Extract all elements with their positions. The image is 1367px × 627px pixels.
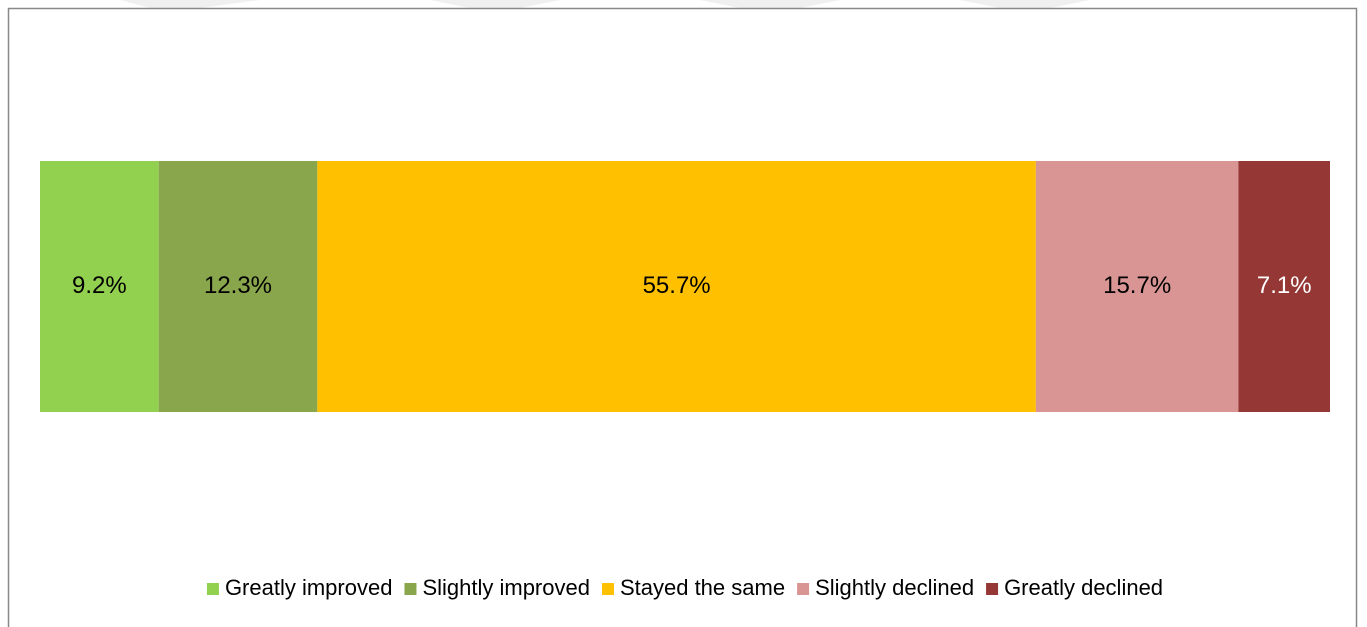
legend-swatch: [206, 583, 219, 595]
legend-swatch: [986, 583, 999, 595]
watermark: [430, 0, 560, 8]
data-label: 9.2%: [72, 272, 127, 299]
watermark: [700, 0, 840, 8]
data-label: 15.7%: [1103, 272, 1171, 299]
data-label: 55.7%: [643, 272, 711, 299]
watermark: [960, 0, 1090, 8]
bar-segment: [1238, 161, 1330, 412]
legend-label: Slightly declined: [815, 575, 974, 600]
legend-label: Slightly improved: [422, 575, 590, 600]
bar-segment: [1035, 161, 1239, 412]
legend-swatch: [404, 583, 417, 595]
data-label: 12.3%: [204, 272, 272, 299]
bar-segment: [158, 161, 318, 412]
legend-label: Greatly improved: [225, 575, 393, 600]
chart-frame: [7, 7, 1358, 627]
bar-segment: [40, 161, 159, 412]
legend-label: Stayed the same: [620, 575, 785, 600]
watermark: [120, 0, 260, 8]
legend-swatch: [601, 583, 614, 595]
bar-segment: [317, 161, 1036, 412]
legend-swatch: [797, 583, 810, 595]
legend-label: Greatly declined: [1004, 575, 1163, 600]
data-label: 7.1%: [1257, 272, 1312, 299]
